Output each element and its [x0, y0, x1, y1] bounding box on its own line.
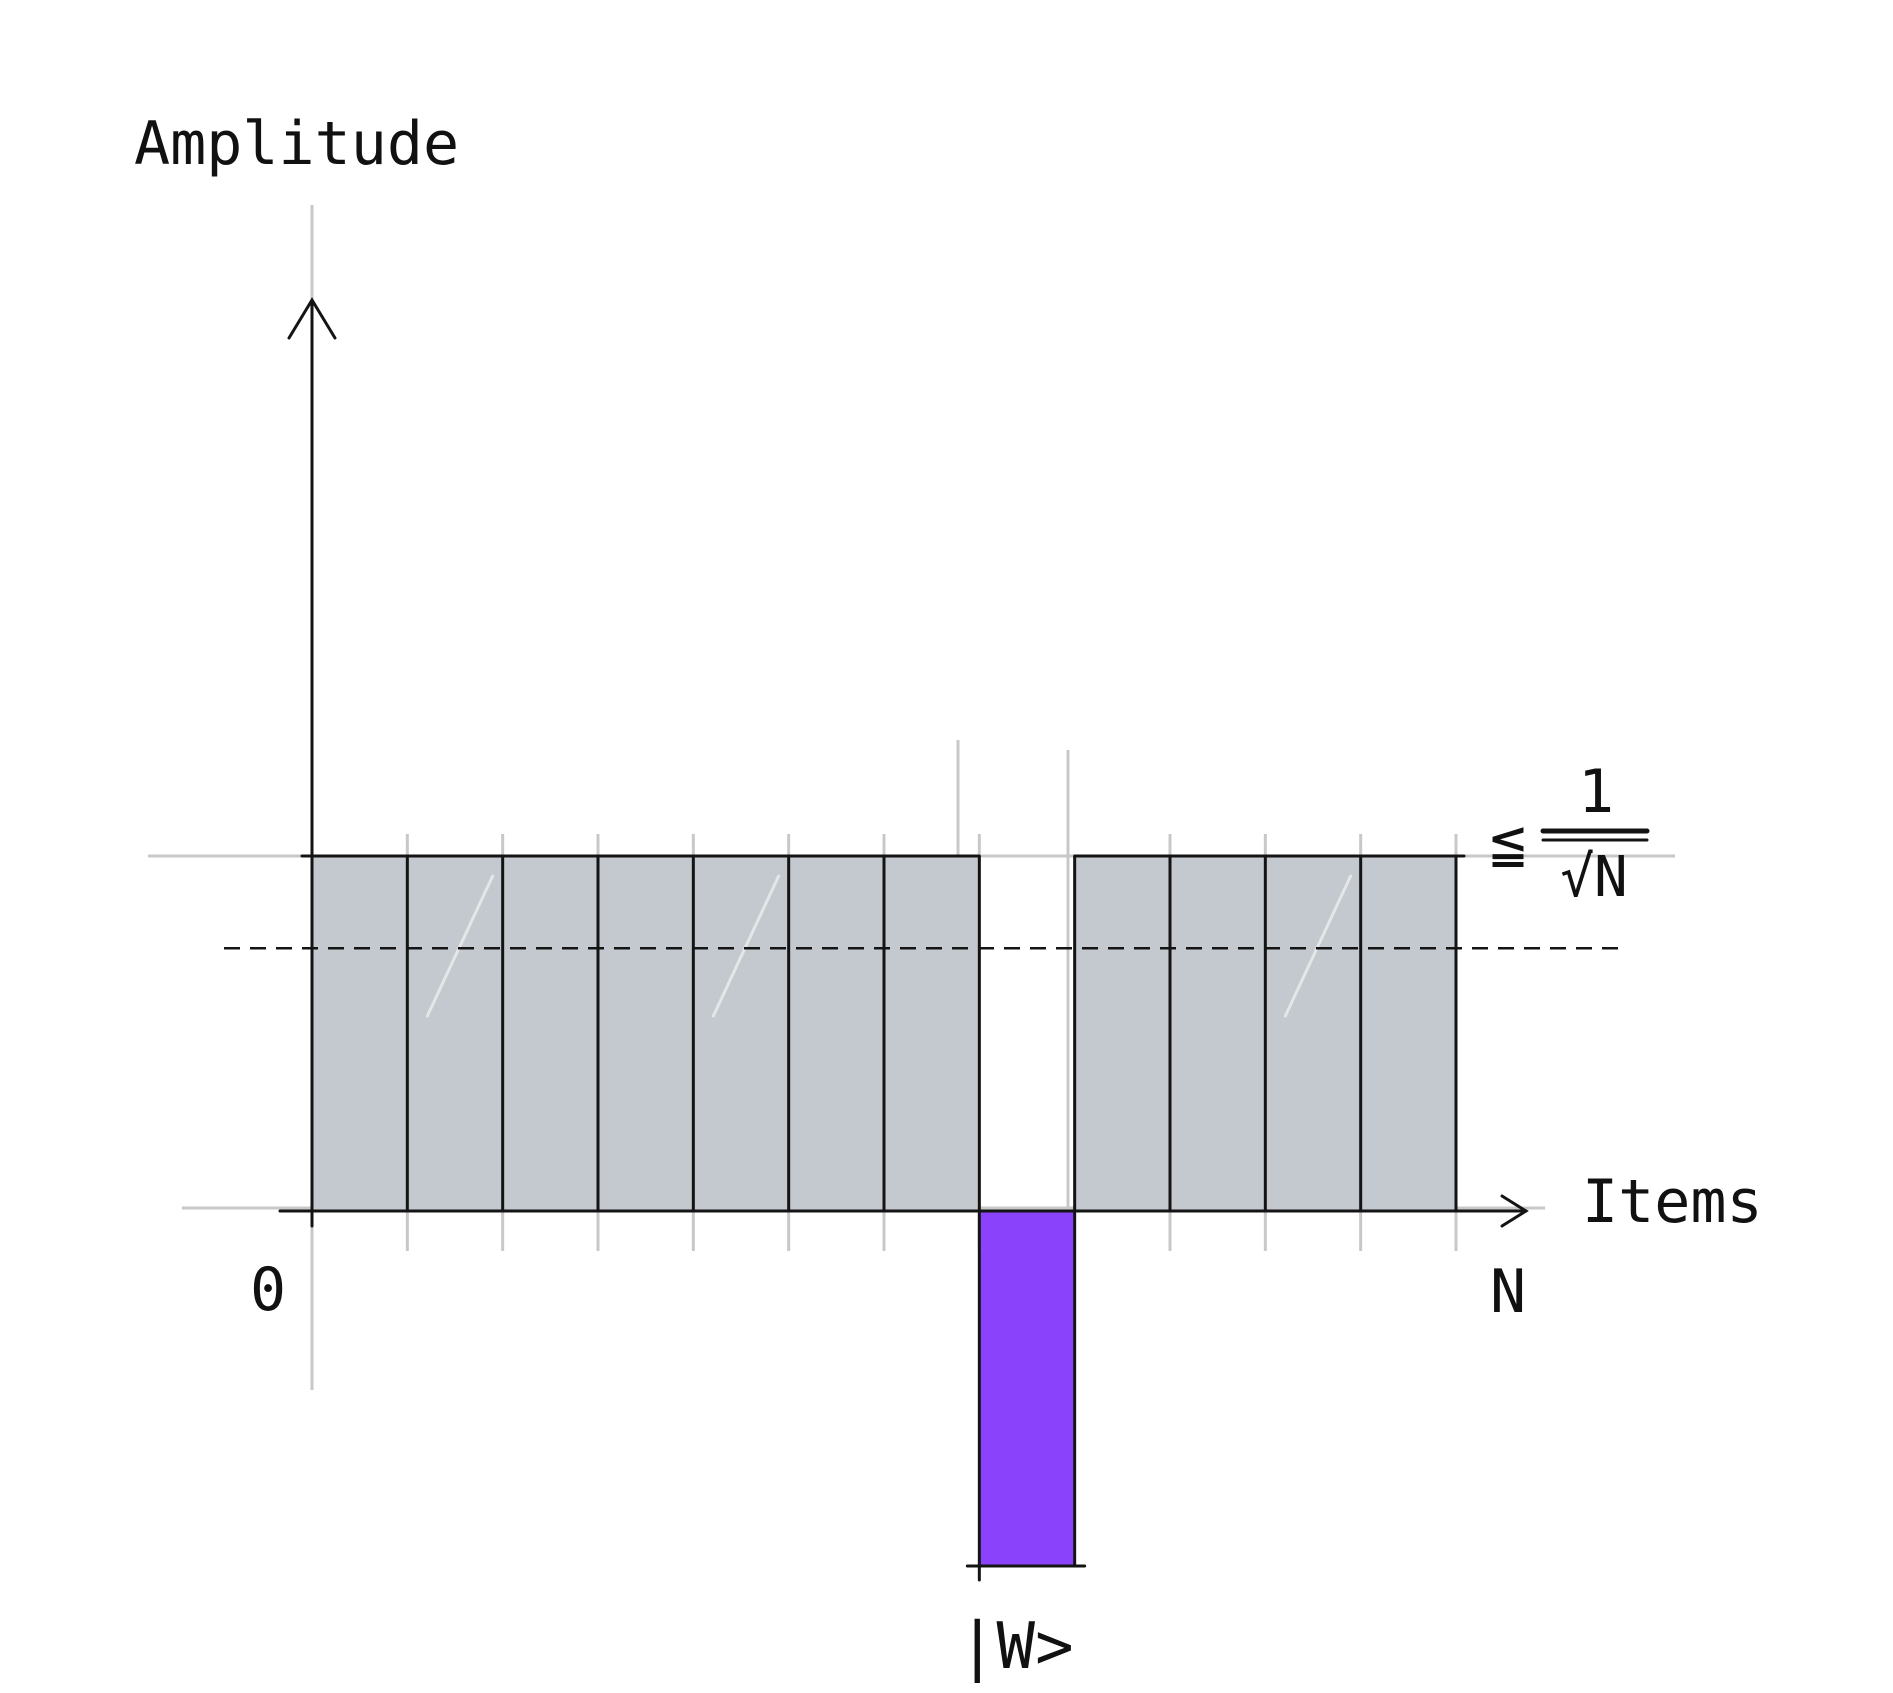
x-end-label: N	[1490, 1257, 1526, 1327]
x-axis-arrowhead	[1500, 1194, 1529, 1228]
origin-label: 0	[250, 1255, 286, 1325]
amplitude-bars	[300, 834, 1466, 1582]
y-axis-title: Amplitude	[134, 109, 459, 179]
marked-item-bar	[979, 1211, 1075, 1566]
item-bar	[1074, 856, 1170, 1211]
threshold-numerator: 1	[1578, 757, 1614, 827]
axes	[278, 297, 1529, 1228]
item-bar	[1265, 856, 1361, 1211]
item-bar	[1170, 856, 1266, 1211]
item-bar	[312, 856, 408, 1211]
item-bar	[598, 856, 694, 1211]
y-axis-arrowhead	[287, 297, 337, 340]
marked-item-label: |W>	[958, 1610, 1074, 1684]
item-bar	[407, 856, 503, 1211]
item-bar	[884, 856, 980, 1211]
threshold-denominator: √N	[1560, 845, 1627, 910]
item-bar	[693, 856, 789, 1211]
sketch-stroke	[425, 874, 495, 1018]
threshold-label: ≦ 1 √N	[1490, 757, 1650, 910]
item-bar	[788, 856, 884, 1211]
sketch-stroke	[1283, 874, 1353, 1018]
item-bar	[502, 856, 598, 1211]
threshold-symbol: ≦	[1490, 807, 1526, 877]
sketch-stroke	[711, 874, 781, 1018]
item-bar	[1360, 856, 1456, 1211]
x-axis-title: Items	[1582, 1167, 1763, 1237]
